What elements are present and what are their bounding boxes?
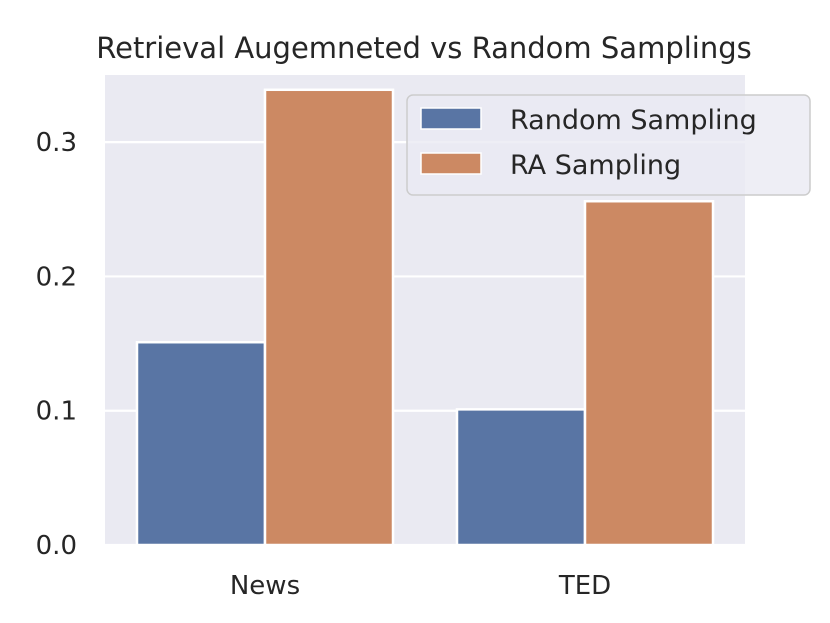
chart-title: Retrieval Augemneted vs Random Samplings xyxy=(96,31,752,65)
x-axis: News TED xyxy=(230,571,611,601)
bars xyxy=(135,88,715,547)
bar xyxy=(135,340,267,547)
legend: Random Sampling RA Sampling xyxy=(406,94,811,196)
x-tick-label: TED xyxy=(558,571,611,601)
bar xyxy=(583,199,715,547)
y-tick-label: 0.3 xyxy=(36,128,77,158)
y-tick-label: 0.1 xyxy=(36,397,77,427)
legend-box xyxy=(406,94,811,196)
y-tick-label: 0.2 xyxy=(36,262,77,292)
legend-swatch xyxy=(420,107,482,130)
x-tick-label: News xyxy=(230,571,300,601)
y-tick-label: 0.0 xyxy=(36,531,77,561)
y-axis: 0.0 0.1 0.2 0.3 xyxy=(36,128,77,561)
legend-label: RA Sampling xyxy=(510,150,681,181)
legend-label: Random Sampling xyxy=(510,105,757,136)
legend-swatch xyxy=(420,152,482,175)
bar xyxy=(455,408,587,547)
bar xyxy=(263,88,395,547)
